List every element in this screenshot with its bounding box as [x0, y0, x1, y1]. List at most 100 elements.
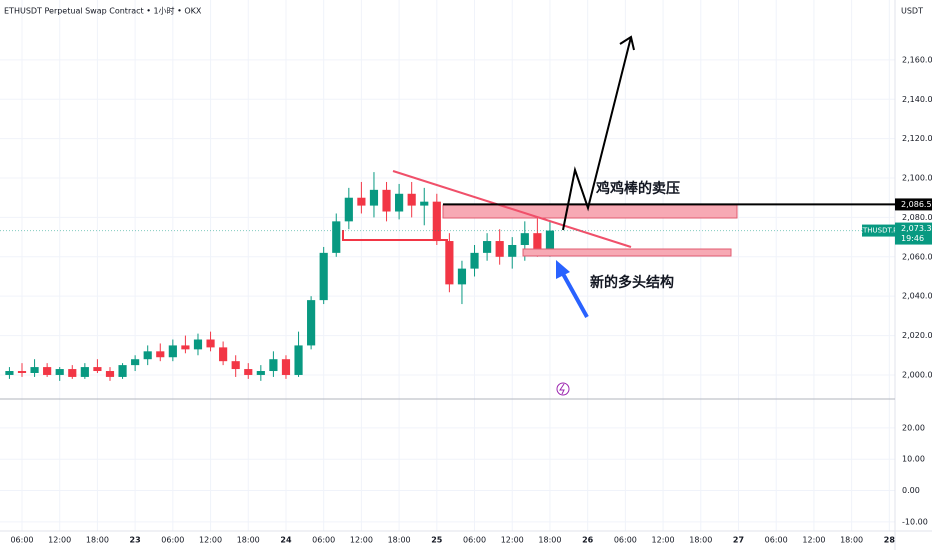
candle-body: [55, 369, 64, 375]
candle-body: [470, 252, 479, 269]
event-icon[interactable]: [556, 382, 570, 396]
x-tick-label: 26: [582, 536, 594, 545]
event-icon-bolt: [559, 383, 565, 395]
x-tick-label: 06:00: [765, 536, 788, 545]
resistance-badge: [895, 198, 932, 211]
candle-body: [5, 371, 14, 375]
x-tick-label: 18:00: [86, 536, 109, 545]
candle-body: [344, 197, 353, 222]
candle-body: [357, 197, 366, 206]
resistance-label: 2,086.59: [901, 200, 932, 209]
x-tick-label: 18:00: [237, 536, 260, 545]
candle-body: [43, 367, 52, 375]
candle-body: [533, 233, 542, 249]
candle-body: [369, 189, 379, 206]
candle-body: [219, 347, 228, 362]
x-tick-label: 18:00: [689, 536, 712, 545]
blue-arrow-head: [556, 260, 570, 279]
candle-body: [131, 359, 140, 366]
candle-body: [382, 189, 391, 212]
candle-body: [105, 371, 115, 377]
countdown-label: 19:46: [901, 234, 924, 243]
x-tick-label: 12:00: [350, 536, 373, 545]
y-tick-label: 2,020.00: [902, 331, 932, 340]
candle-body: [156, 351, 165, 358]
y-tick-label: 2,100.00: [902, 174, 932, 183]
candle-body: [193, 339, 203, 350]
x-tick-label: 12:00: [48, 536, 71, 545]
candle-body: [244, 369, 253, 375]
projection-path: [562, 36, 632, 231]
candle-body: [307, 300, 316, 346]
y-tick-label: 2,060.00: [902, 252, 932, 261]
annotation: 新的多头结构: [590, 274, 674, 291]
indicator-tick-label: 0.00: [902, 486, 920, 495]
x-tick-label: 12:00: [501, 536, 524, 545]
y-tick-label: 2,000.00: [902, 370, 932, 379]
x-tick-label: 18:00: [840, 536, 863, 545]
price-badge: [895, 222, 932, 245]
candle-body: [143, 351, 152, 360]
y-tick-label: 2,080.00: [902, 213, 932, 222]
candle-body: [457, 268, 467, 285]
candle-body: [68, 369, 77, 377]
x-tick-label: 23: [130, 536, 141, 545]
x-tick-label: 27: [733, 536, 744, 545]
candle-body: [231, 361, 240, 370]
candle-body: [495, 241, 504, 257]
candle-body: [483, 241, 492, 253]
x-tick-label: 12:00: [802, 536, 825, 545]
indicator-tick-label: 20.00: [902, 423, 925, 432]
x-tick-label: 18:00: [388, 536, 411, 545]
candle-body: [80, 367, 89, 377]
last-price-badge: [862, 224, 895, 237]
y-tick-label: 2,040.00: [902, 292, 932, 301]
blue-arrow: [560, 271, 589, 318]
candle-body: [407, 193, 416, 206]
y-tick-label: 2,160.00: [902, 55, 932, 64]
candle-body: [93, 367, 102, 372]
candle-body: [332, 221, 341, 253]
candle-body: [520, 233, 529, 245]
x-tick-label: 06:00: [312, 536, 335, 545]
candle-body: [395, 193, 404, 212]
x-tick-label: 18:00: [538, 536, 561, 545]
y-tick-label: 2,120.00: [902, 134, 932, 143]
candle-body: [432, 201, 441, 242]
supply-zone: [442, 204, 738, 219]
last-price-label: 2,073.32: [901, 224, 932, 233]
candle-body: [269, 359, 278, 372]
trendline: [392, 170, 632, 248]
candle-body: [17, 371, 27, 373]
y-tick-label: 2,140.00: [902, 95, 932, 104]
currency[interactable]: USDT: [901, 7, 923, 16]
x-tick-label: 12:00: [652, 536, 675, 545]
neckline: [342, 230, 448, 250]
x-tick-label: 06:00: [161, 536, 184, 545]
candle-body: [445, 241, 454, 285]
x-tick-label: 06:00: [463, 536, 486, 545]
candle-body: [281, 359, 291, 375]
demand-zone: [522, 248, 732, 257]
candle-body: [118, 365, 127, 377]
candle-body: [545, 230, 555, 249]
candle-body: [319, 252, 328, 301]
symbol-label: ETHUSDT.P: [859, 227, 898, 235]
candle-body: [168, 345, 177, 358]
indicator-tick-label: 10.00: [902, 455, 925, 464]
candle-body: [294, 345, 303, 375]
x-tick-label: 24: [280, 536, 292, 545]
candle-body: [181, 345, 190, 350]
x-tick-label: 06:00: [614, 536, 637, 545]
x-tick-label: 12:00: [199, 536, 222, 545]
candle-body: [30, 367, 39, 373]
candle-body: [206, 339, 215, 348]
candle-body: [256, 371, 265, 375]
indicator-tick-label: -10.00: [902, 517, 928, 526]
annotation: 鸡鸡棒的卖压: [595, 180, 680, 197]
candle-body: [420, 201, 429, 206]
candle-body: [508, 244, 517, 257]
chart-title: ETHUSDT Perpetual Swap Contract • 1小时 • …: [4, 6, 202, 16]
x-tick-label: 06:00: [10, 536, 33, 545]
